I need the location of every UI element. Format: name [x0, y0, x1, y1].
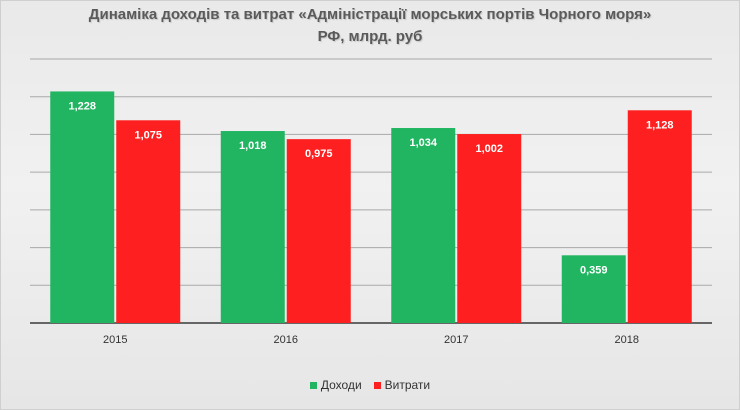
- data-label: 0,359: [580, 264, 608, 276]
- legend-swatch-expense: [373, 381, 381, 389]
- data-label: 1,128: [646, 119, 674, 131]
- x-tick-label: 2018: [615, 334, 639, 346]
- legend-item-expense: Витрати: [373, 378, 431, 392]
- bar-expense-2017: [457, 134, 522, 323]
- chart-title-line-2: РФ, млрд. руб: [317, 28, 423, 45]
- legend-item-income: Доходи: [309, 378, 362, 392]
- bar-income-2017: [391, 128, 456, 323]
- data-label: 1,228: [68, 100, 96, 112]
- x-tick-label: 2016: [274, 334, 298, 346]
- data-label: 1,002: [475, 143, 503, 155]
- bar-expense-2015: [116, 120, 181, 324]
- legend: Доходи Витрати: [0, 378, 740, 392]
- bar-expense-2018: [627, 110, 692, 323]
- bar-expense-2016: [286, 139, 351, 323]
- bar-income-2015: [50, 91, 115, 323]
- data-label: 1,018: [239, 140, 267, 152]
- chart-title: Динаміка доходів та витрат «Адміністраці…: [0, 4, 740, 48]
- x-tick-label: 2015: [103, 334, 127, 346]
- legend-label-expense: Витрати: [384, 378, 431, 392]
- legend-label-income: Доходи: [320, 378, 362, 392]
- legend-swatch-income: [309, 381, 317, 389]
- data-label: 0,975: [305, 148, 333, 160]
- data-label: 1,034: [409, 137, 437, 149]
- chart-title-line-1: Динаміка доходів та витрат «Адміністраці…: [88, 6, 652, 23]
- data-label: 1,075: [134, 129, 162, 141]
- x-tick-label: 2017: [444, 334, 468, 346]
- bar-income-2018: [561, 255, 626, 323]
- bar-income-2016: [220, 131, 285, 323]
